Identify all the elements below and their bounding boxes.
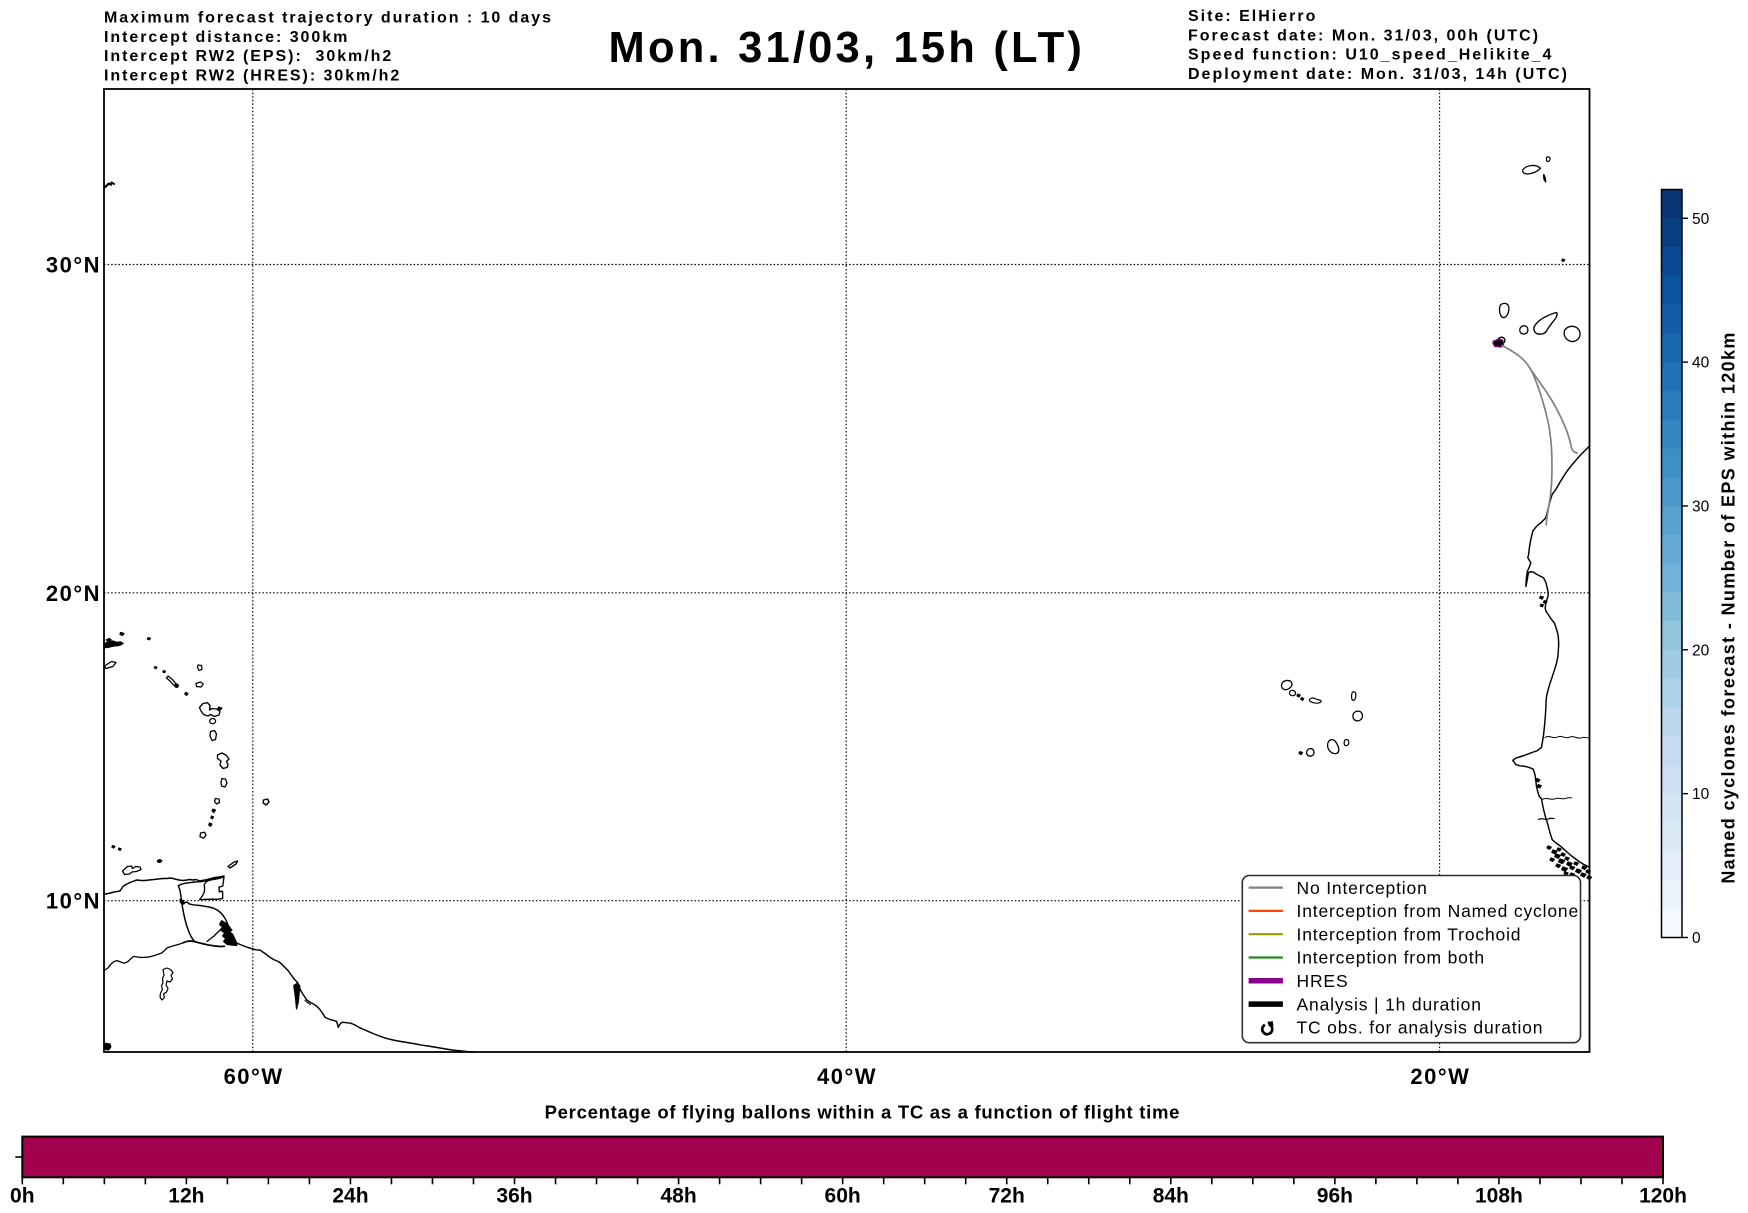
svg-text:Speed function: U10_speed_Heli: Speed function: U10_speed_Helikite_4	[1188, 47, 1553, 64]
svg-text:60°W: 60°W	[224, 1064, 284, 1089]
svg-text:40: 40	[1692, 355, 1710, 372]
svg-text:TC obs. for analysis duration: TC obs. for analysis duration	[1297, 1018, 1544, 1038]
svg-text:Maximum forecast trajectory du: Maximum forecast trajectory duration : 1…	[104, 10, 553, 27]
svg-text:30: 30	[1692, 498, 1710, 515]
svg-text:36h: 36h	[496, 1185, 532, 1208]
svg-text:10°N: 10°N	[46, 889, 101, 914]
svg-text:0h: 0h	[10, 1185, 35, 1208]
svg-text:Mon. 31/03, 15h (LT): Mon. 31/03, 15h (LT)	[609, 24, 1086, 72]
svg-text:20°W: 20°W	[1410, 1064, 1470, 1089]
svg-text:24h: 24h	[332, 1185, 368, 1208]
svg-text:30°N: 30°N	[46, 253, 101, 278]
svg-text:0: 0	[1692, 930, 1701, 947]
svg-text:10: 10	[1692, 786, 1710, 803]
svg-text:Intercept RW2 (HRES): 30km/h2: Intercept RW2 (HRES): 30km/h2	[104, 67, 401, 84]
svg-text:HRES: HRES	[1297, 971, 1349, 991]
svg-text:No Interception: No Interception	[1297, 878, 1428, 898]
svg-text:48h: 48h	[660, 1185, 696, 1208]
svg-text:Intercept RW2 (EPS): 30km/h2: Intercept RW2 (EPS): 30km/h2	[104, 48, 393, 65]
svg-text:84h: 84h	[1153, 1185, 1189, 1208]
svg-text:Named cyclones forecast - Numb: Named cyclones forecast - Number of EPS …	[1719, 331, 1739, 883]
svg-text:108h: 108h	[1475, 1185, 1523, 1208]
svg-text:Intercept distance: 300km: Intercept distance: 300km	[104, 29, 349, 46]
svg-text:96h: 96h	[1317, 1185, 1353, 1208]
svg-text:Interception from Trochoid: Interception from Trochoid	[1297, 924, 1522, 944]
svg-text:40°W: 40°W	[817, 1064, 877, 1089]
svg-text:Percentage of flying ballons w: Percentage of flying ballons within a TC…	[545, 1102, 1181, 1123]
svg-text:Interception from Named cyclon: Interception from Named cyclone	[1297, 901, 1580, 921]
svg-text:Site: ElHierro: Site: ElHierro	[1188, 8, 1317, 25]
svg-text:Analysis | 1h duration: Analysis | 1h duration	[1297, 994, 1482, 1014]
svg-text:20: 20	[1692, 642, 1710, 659]
svg-text:12h: 12h	[168, 1185, 204, 1208]
svg-text:Deployment date: Mon. 31/03, 1: Deployment date: Mon. 31/03, 14h (UTC)	[1188, 66, 1569, 83]
svg-text:60h: 60h	[825, 1185, 861, 1208]
svg-text:20°N: 20°N	[46, 581, 101, 606]
svg-text:50: 50	[1692, 211, 1710, 228]
svg-text:120h: 120h	[1639, 1185, 1687, 1208]
svg-text:Interception from both: Interception from both	[1297, 948, 1486, 968]
svg-text:72h: 72h	[989, 1185, 1025, 1208]
svg-text:Forecast date: Mon. 31/03, 00h: Forecast date: Mon. 31/03, 00h (UTC)	[1188, 27, 1540, 44]
